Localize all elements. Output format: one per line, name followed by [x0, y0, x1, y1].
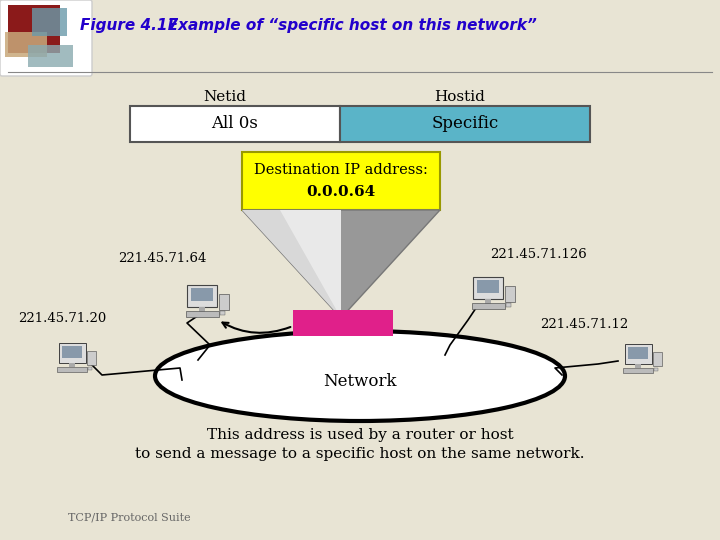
Text: Figure 4.17: Figure 4.17 [80, 18, 178, 33]
Bar [58, 343, 86, 363]
Bar [473, 277, 503, 299]
FancyBboxPatch shape [0, 0, 92, 76]
Text: to send a message to a specific host on the same network.: to send a message to a specific host on … [135, 447, 585, 461]
Bar [28, 45, 73, 67]
Bar [485, 299, 491, 304]
Bar [62, 346, 82, 358]
Text: Hostid: Hostid [435, 90, 485, 104]
Bar [505, 303, 510, 307]
Text: All 0s: All 0s [212, 116, 258, 132]
Bar [88, 367, 92, 370]
Text: 221.45.71.12: 221.45.71.12 [540, 319, 629, 332]
Bar [242, 152, 440, 210]
Polygon shape [242, 210, 440, 318]
Bar [191, 288, 213, 301]
Text: 221.45.71.126: 221.45.71.126 [490, 248, 587, 261]
Text: This address is used by a router or host: This address is used by a router or host [207, 428, 513, 442]
Text: Netid: Netid [204, 90, 246, 104]
Bar [623, 368, 653, 373]
Bar [186, 311, 218, 317]
Polygon shape [242, 210, 341, 318]
Bar [293, 310, 393, 336]
Bar [57, 367, 87, 372]
Bar [130, 106, 340, 142]
Bar [340, 106, 590, 142]
Text: Specific: Specific [431, 116, 499, 132]
Bar [472, 303, 505, 309]
Bar [5, 32, 47, 57]
Bar [624, 344, 652, 364]
Ellipse shape [155, 331, 565, 421]
Text: Example of “specific host on this network”: Example of “specific host on this networ… [152, 18, 537, 33]
Bar [628, 347, 648, 359]
Bar [653, 352, 662, 367]
Text: 0.0.0.64: 0.0.0.64 [307, 185, 376, 199]
Text: TCP/IP Protocol Suite: TCP/IP Protocol Suite [68, 512, 191, 522]
Bar [87, 351, 96, 366]
Bar [32, 8, 67, 36]
Bar [505, 286, 515, 302]
Text: 221.45.71.64: 221.45.71.64 [118, 252, 207, 265]
Bar [477, 280, 499, 293]
Text: Destination IP address:: Destination IP address: [254, 163, 428, 177]
Bar [199, 307, 205, 312]
Text: 221.45.71.20: 221.45.71.20 [18, 312, 107, 325]
Text: Network: Network [323, 373, 397, 389]
Bar [220, 311, 225, 315]
Bar [635, 364, 641, 368]
Polygon shape [280, 210, 341, 318]
Bar [187, 285, 217, 307]
Bar [8, 5, 60, 53]
Bar [654, 368, 658, 371]
Bar [69, 363, 75, 367]
Bar [219, 294, 229, 309]
